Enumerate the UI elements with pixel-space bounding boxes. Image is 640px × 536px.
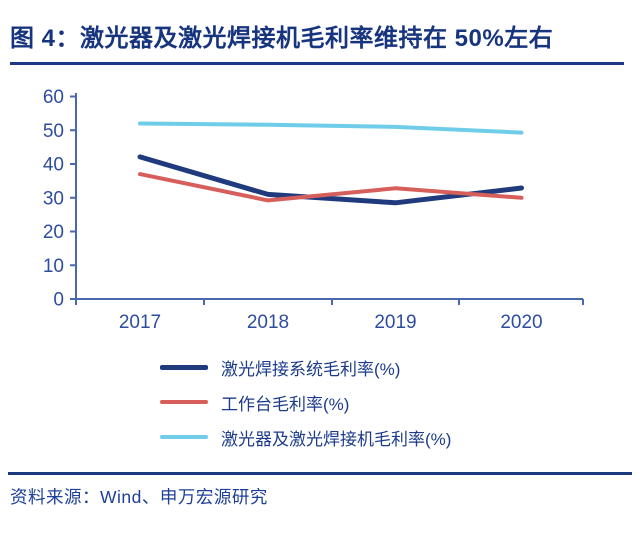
y-tick-label: 60: [43, 87, 64, 108]
chart-area: 0 10 20 30 40 50 60 2017 2018 2019 2020: [0, 60, 640, 350]
footer-divider: [8, 472, 632, 475]
legend-label: 激光焊接系统毛利率(%): [221, 359, 401, 379]
series-line: [137, 154, 524, 206]
x-tick-label: 2019: [374, 312, 416, 333]
series-line: [138, 121, 524, 135]
legend-line-swatch: [160, 400, 208, 404]
y-tick-label: 40: [43, 155, 64, 176]
x-tick-label: 2017: [119, 312, 161, 333]
legend-label: 激光器及激光焊接机毛利率(%): [221, 429, 452, 449]
series-line: [138, 172, 524, 203]
x-tick-label: 2020: [500, 312, 542, 333]
line-chart: 0 10 20 30 40 50 60 2017 2018 2019 2020: [43, 87, 584, 333]
legend-item: 工作台毛利率(%): [160, 391, 451, 414]
legend-line-swatch: [160, 435, 208, 439]
legend-label: 工作台毛利率(%): [221, 394, 350, 414]
y-tick-label: 50: [43, 121, 64, 142]
legend-item: 激光器及激光焊接机毛利率(%): [160, 426, 452, 449]
x-tick-label: 2018: [247, 312, 289, 333]
y-tick-label: 0: [53, 290, 64, 311]
y-tick-label: 10: [43, 256, 64, 277]
legend-item: 激光焊接系统毛利率(%): [160, 356, 451, 379]
source-note: 资料来源：Wind、申万宏源研究: [10, 487, 268, 507]
figure-title: 图 4：激光器及激光焊接机毛利率维持在 50%左右: [10, 18, 624, 65]
y-tick-label: 20: [43, 222, 64, 243]
legend-line-swatch: [160, 364, 208, 370]
y-tick-label: 30: [43, 188, 64, 209]
chart-legend: 激光焊接系统毛利率(%) 工作台毛利率(%) 激光器及激光焊接机毛利率(%): [160, 356, 451, 461]
